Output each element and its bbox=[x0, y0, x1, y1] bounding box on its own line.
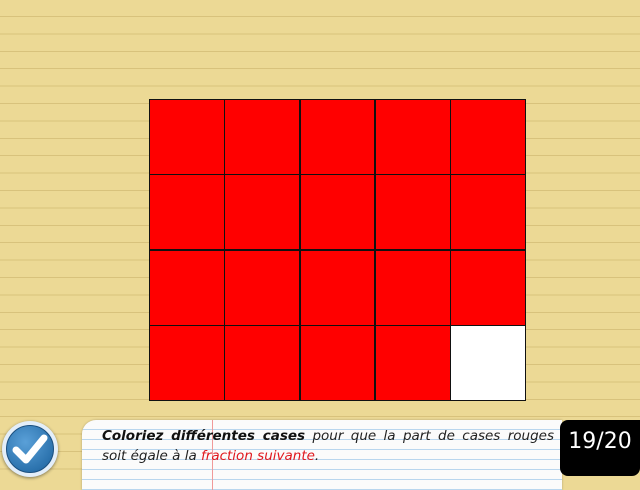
grid-cell-red[interactable] bbox=[225, 326, 300, 400]
question-counter: 19/20 bbox=[560, 420, 640, 476]
grid-cell-red[interactable] bbox=[300, 100, 375, 174]
grid-cell-red[interactable] bbox=[225, 175, 300, 250]
grid-cell-red[interactable] bbox=[375, 100, 450, 174]
grid-cell-white[interactable] bbox=[451, 326, 525, 400]
instruction-end: . bbox=[314, 448, 320, 464]
grid-cell-red[interactable] bbox=[150, 175, 224, 250]
grid-cell-red[interactable] bbox=[375, 326, 450, 400]
grid-cell-red[interactable] bbox=[300, 250, 375, 325]
card-margin-line bbox=[212, 420, 213, 490]
grid-cell-red[interactable] bbox=[150, 250, 224, 325]
grid-cell-red[interactable] bbox=[150, 326, 224, 400]
grid-cell-red[interactable] bbox=[225, 100, 300, 174]
grid-cell-red[interactable] bbox=[300, 326, 375, 400]
grid-cell-red[interactable] bbox=[150, 100, 224, 174]
grid-cell-red[interactable] bbox=[375, 175, 450, 250]
grid-cell-red[interactable] bbox=[451, 100, 525, 174]
grid-cell-red[interactable] bbox=[375, 250, 450, 325]
fraction-grid bbox=[149, 99, 526, 401]
instruction-bold: Coloriez différentes cases bbox=[102, 428, 306, 444]
grid-cell-red[interactable] bbox=[451, 250, 525, 325]
grid-cell-red[interactable] bbox=[225, 250, 300, 325]
instruction-highlight: fraction suivante bbox=[201, 448, 315, 464]
grid-cell-red[interactable] bbox=[300, 175, 375, 250]
instruction-body: pour que la part de cases rouges soit ég… bbox=[102, 428, 554, 464]
validate-button[interactable] bbox=[2, 421, 58, 477]
instruction-card: Coloriez différentes cases pour que la p… bbox=[82, 420, 562, 490]
checkmark-icon bbox=[12, 434, 48, 464]
instruction-text: Coloriez différentes cases pour que la p… bbox=[102, 426, 554, 466]
grid-cell-red[interactable] bbox=[451, 175, 525, 250]
